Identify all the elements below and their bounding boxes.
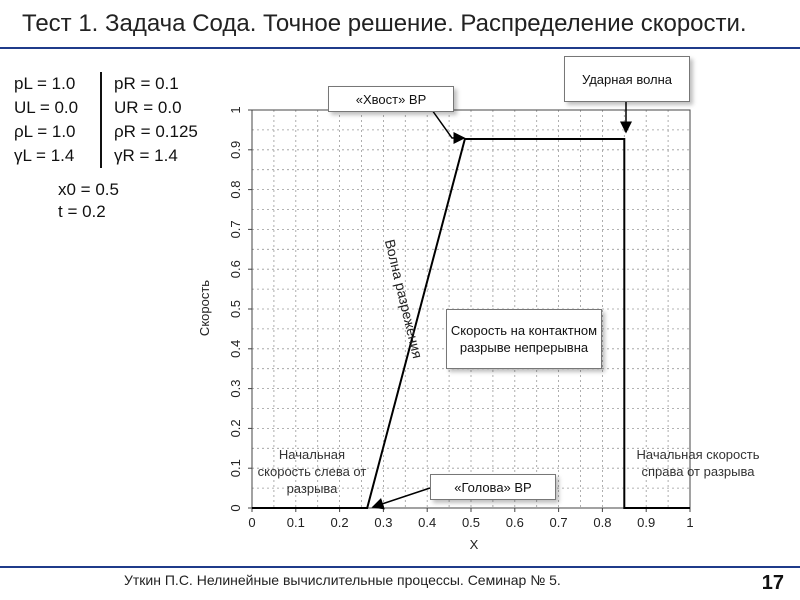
param-separator: [100, 96, 102, 120]
y-tick-label: 0: [228, 504, 243, 511]
y-tick-label: 0.3: [228, 380, 243, 398]
head-arrow: [371, 487, 431, 510]
y-tick-label: 0.6: [228, 260, 243, 278]
y-tick-label: 0.2: [228, 419, 243, 437]
y-tick-label: 0.5: [228, 300, 243, 318]
contact-discontinuity-callout: Скорость на контактном разрыве непрерывн…: [446, 309, 602, 369]
footer-divider: [0, 566, 800, 568]
rarefaction-head-text: «Голова» ВР: [454, 479, 532, 495]
x-tick-label: 0.5: [462, 515, 480, 530]
param-row: UL = 0.0 UR = 0.0: [14, 96, 224, 120]
param-left: ρL = 1.0: [14, 122, 76, 141]
x-tick-label: 0.2: [331, 515, 349, 530]
x-axis-label: X: [470, 537, 479, 552]
right-initial-text: Начальная скорость справа от разрыва: [636, 447, 760, 479]
left-initial-note: Начальная скорость слева от разрыва: [256, 446, 368, 497]
rarefaction-head-callout: «Голова» ВР: [430, 474, 556, 500]
y-axis-label: Скорость: [197, 280, 212, 336]
y-tick-label: 0.1: [228, 459, 243, 477]
param-row: pL = 1.0 pR = 0.1: [14, 72, 224, 96]
y-tick-label: 1: [228, 106, 243, 113]
param-right: UR = 0.0: [114, 98, 182, 117]
rarefaction-tail-callout: «Хвост» ВР: [328, 86, 454, 112]
extra-params: x0 = 0.5 t = 0.2: [58, 179, 119, 223]
y-tick-label: 0.4: [228, 340, 243, 358]
tail-arrow: [431, 109, 466, 144]
param-left: pL = 1.0: [14, 74, 76, 93]
page-number: 17: [761, 572, 784, 594]
left-initial-text: Начальная скорость слева от разрыва: [257, 447, 367, 496]
chart-arrows: [371, 100, 632, 510]
param-separator: [100, 72, 102, 96]
param-separator: [100, 144, 102, 168]
time-value: t = 0.2: [58, 202, 106, 221]
param-left: UL = 0.0: [14, 98, 79, 117]
param-right: γR = 1.4: [114, 146, 178, 165]
parameters-block: pL = 1.0 pR = 0.1 UL = 0.0 UR = 0.0 ρL =…: [14, 72, 224, 168]
y-tick-label: 0.8: [228, 181, 243, 199]
slide-title: Тест 1. Задача Сода. Точное решение. Рас…: [22, 10, 747, 37]
x-tick-label: 0.9: [637, 515, 655, 530]
chart-series: [252, 138, 690, 509]
rarefaction-label: Волна разрежения: [382, 238, 426, 360]
x-tick-label: 0.4: [418, 515, 436, 530]
x-tick-label: 0.6: [506, 515, 524, 530]
x-tick-label: 0: [248, 515, 255, 530]
footer-text: Уткин П.С. Нелинейные вычислительные про…: [124, 572, 561, 588]
param-row: ρL = 1.0 ρR = 0.125: [14, 120, 224, 144]
velocity-series-line: [252, 138, 690, 509]
rarefaction-tail-text: «Хвост» ВР: [355, 91, 427, 107]
x-tick-label: 0.7: [550, 515, 568, 530]
shock-wave-text: Ударная волна: [581, 71, 673, 87]
param-row: γL = 1.4 γR = 1.4: [14, 144, 224, 168]
param-right: ρR = 0.125: [114, 122, 198, 141]
param-left: γL = 1.4: [14, 146, 75, 165]
x0-value: x0 = 0.5: [58, 180, 119, 199]
shock-wave-callout: Ударная волна: [564, 56, 690, 102]
x-tick-label: 0.8: [593, 515, 611, 530]
y-tick-label: 0.7: [228, 220, 243, 238]
param-separator: [100, 120, 102, 144]
x-tick-label: 0.3: [374, 515, 392, 530]
x-tick-label: 0.1: [287, 515, 305, 530]
contact-discontinuity-text: Скорость на контактном разрыве непрерывн…: [450, 323, 598, 355]
title-divider: [0, 47, 800, 49]
chart-ticks: 0 0.1 0.2 0.3 0.4 0.5 0.6 0.7 0.8 0.9 1 0 0.1 0.2 0.3 0…: [228, 106, 694, 530]
right-initial-note: Начальная скорость справа от разрыва: [624, 446, 772, 480]
y-tick-label: 0.9: [228, 141, 243, 159]
x-tick-label: 1: [686, 515, 693, 530]
param-right: pR = 0.1: [114, 74, 179, 93]
